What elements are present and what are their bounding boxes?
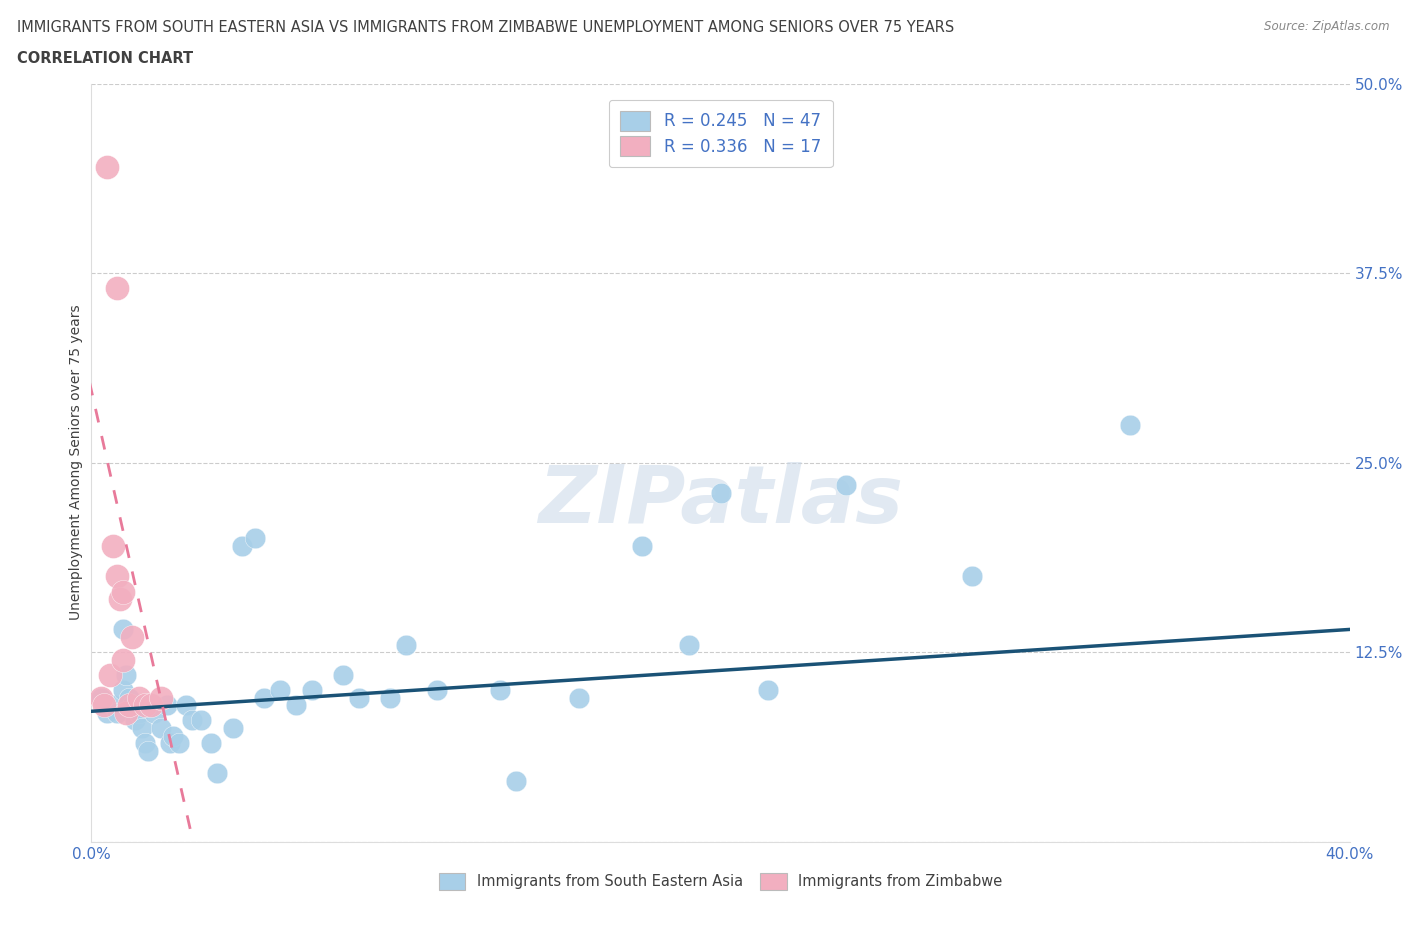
Point xyxy=(426,683,449,698)
Point xyxy=(231,538,253,553)
Point xyxy=(105,705,128,720)
Point xyxy=(200,736,222,751)
Point xyxy=(115,668,138,683)
Y-axis label: Unemployment Among Seniors over 75 years: Unemployment Among Seniors over 75 years xyxy=(69,305,83,620)
Point xyxy=(162,728,184,743)
Point xyxy=(111,622,134,637)
Point xyxy=(301,683,323,698)
Point xyxy=(134,736,156,751)
Text: CORRELATION CHART: CORRELATION CHART xyxy=(17,51,193,66)
Point xyxy=(111,584,134,599)
Point xyxy=(835,478,858,493)
Text: Source: ZipAtlas.com: Source: ZipAtlas.com xyxy=(1264,20,1389,33)
Point xyxy=(118,690,141,705)
Text: IMMIGRANTS FROM SOUTH EASTERN ASIA VS IMMIGRANTS FROM ZIMBABWE UNEMPLOYMENT AMON: IMMIGRANTS FROM SOUTH EASTERN ASIA VS IM… xyxy=(17,20,955,35)
Point xyxy=(128,705,150,720)
Point xyxy=(98,668,121,683)
Point xyxy=(111,683,134,698)
Point xyxy=(395,637,418,652)
Point xyxy=(156,698,179,712)
Point xyxy=(136,743,159,758)
Point xyxy=(131,721,153,736)
Point xyxy=(90,690,112,705)
Point xyxy=(489,683,512,698)
Point xyxy=(143,705,166,720)
Point xyxy=(962,569,984,584)
Point xyxy=(181,713,204,728)
Point xyxy=(105,281,128,296)
Point xyxy=(111,652,134,667)
Point xyxy=(128,690,150,705)
Point xyxy=(756,683,779,698)
Point xyxy=(105,569,128,584)
Point xyxy=(243,531,266,546)
Point xyxy=(284,698,307,712)
Point xyxy=(93,698,115,712)
Legend: Immigrants from South Eastern Asia, Immigrants from Zimbabwe: Immigrants from South Eastern Asia, Immi… xyxy=(430,865,1011,898)
Point xyxy=(134,698,156,712)
Point xyxy=(332,668,354,683)
Point xyxy=(678,637,700,652)
Point xyxy=(96,705,118,720)
Point xyxy=(347,690,370,705)
Point xyxy=(141,698,163,712)
Point xyxy=(103,538,125,553)
Point xyxy=(205,766,228,781)
Point xyxy=(103,698,125,712)
Point xyxy=(269,683,291,698)
Point xyxy=(115,705,138,720)
Point xyxy=(380,690,402,705)
Point xyxy=(121,630,143,644)
Text: ZIPatlas: ZIPatlas xyxy=(538,461,903,539)
Point xyxy=(159,736,181,751)
Point xyxy=(96,160,118,175)
Point xyxy=(222,721,245,736)
Point xyxy=(149,690,172,705)
Point xyxy=(108,591,131,606)
Point xyxy=(169,736,191,751)
Point xyxy=(1118,418,1140,432)
Point xyxy=(190,713,212,728)
Point xyxy=(121,698,143,712)
Point xyxy=(124,713,146,728)
Point xyxy=(568,690,591,705)
Point xyxy=(253,690,276,705)
Point xyxy=(631,538,654,553)
Point xyxy=(118,698,141,712)
Point xyxy=(174,698,197,712)
Point xyxy=(149,721,172,736)
Point xyxy=(505,774,527,789)
Point xyxy=(709,485,731,500)
Point xyxy=(90,690,112,705)
